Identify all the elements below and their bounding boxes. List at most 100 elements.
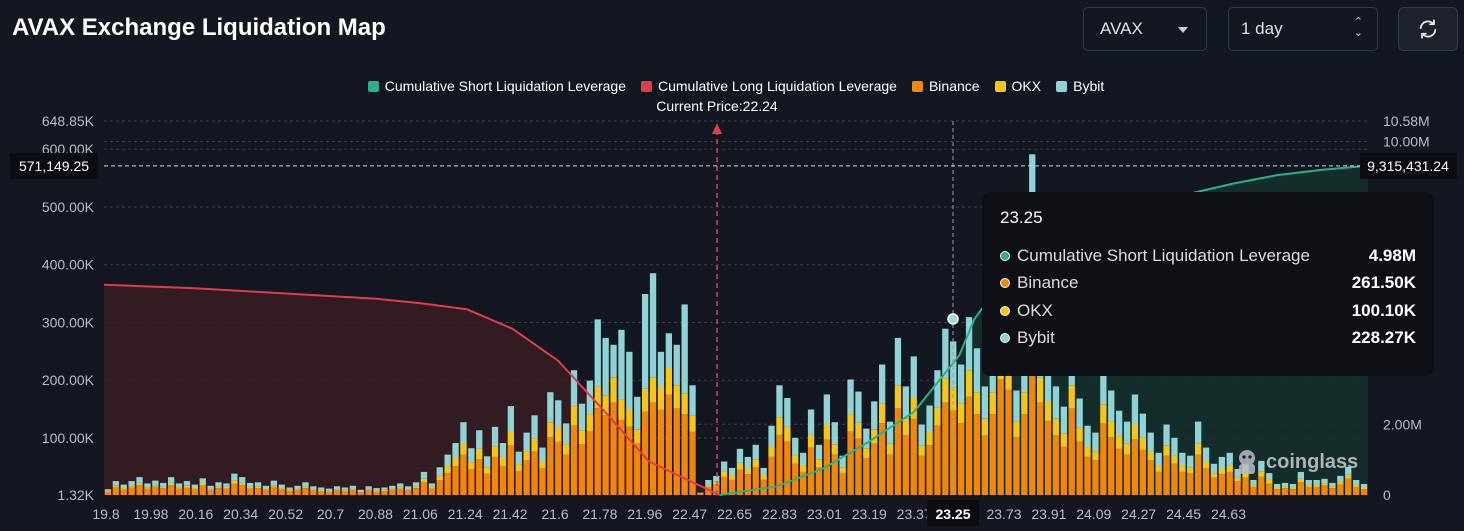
bar-binance[interactable]	[1345, 478, 1352, 495]
bar-binance[interactable]	[626, 426, 633, 495]
bar-bybit[interactable]	[1123, 421, 1131, 444]
bar-binance[interactable]	[405, 490, 412, 495]
bar-binance[interactable]	[199, 485, 206, 495]
bar-okx[interactable]	[950, 387, 957, 411]
bar-bybit[interactable]	[286, 487, 293, 490]
bar-binance[interactable]	[705, 486, 712, 495]
bar-okx[interactable]	[1139, 437, 1146, 450]
bar-binance[interactable]	[1289, 489, 1297, 495]
bar-bybit[interactable]	[1202, 447, 1210, 462]
bar-binance[interactable]	[1155, 471, 1162, 495]
bar-binance[interactable]	[1242, 477, 1249, 495]
bar-binance[interactable]	[926, 445, 933, 495]
bar-bybit[interactable]	[531, 415, 538, 439]
bar-bybit[interactable]	[428, 483, 435, 487]
bar-bybit[interactable]	[199, 478, 206, 484]
bar-okx[interactable]	[697, 493, 704, 494]
bar-binance[interactable]	[1234, 481, 1241, 495]
bar-binance[interactable]	[207, 489, 214, 495]
bar-binance[interactable]	[278, 489, 285, 495]
bar-bybit[interactable]	[1281, 482, 1289, 487]
bar-binance[interactable]	[1131, 439, 1139, 495]
bar-okx[interactable]	[665, 367, 672, 395]
bar-okx[interactable]	[1179, 465, 1186, 472]
bar-bybit[interactable]	[807, 409, 815, 435]
bar-binance[interactable]	[942, 402, 949, 495]
bar-okx[interactable]	[1218, 468, 1225, 475]
bar-binance[interactable]	[1353, 486, 1360, 495]
bar-bybit[interactable]	[381, 487, 388, 490]
bar-bybit[interactable]	[689, 385, 696, 416]
bar-bybit[interactable]	[168, 477, 175, 483]
bar-binance[interactable]	[570, 425, 578, 495]
bar-bybit[interactable]	[736, 448, 744, 463]
legend-item-long[interactable]: Cumulative Long Liquidation Leverage	[641, 78, 897, 94]
bar-bybit[interactable]	[420, 471, 428, 479]
bar-binance[interactable]	[128, 487, 135, 496]
bar-bybit[interactable]	[1060, 406, 1067, 434]
bar-okx[interactable]	[357, 491, 364, 493]
bar-bybit[interactable]	[563, 423, 570, 445]
bar-binance[interactable]	[657, 409, 665, 496]
bar-bybit[interactable]	[800, 452, 807, 466]
bar-bybit[interactable]	[310, 486, 317, 490]
bar-binance[interactable]	[215, 488, 222, 495]
bar-binance[interactable]	[247, 488, 254, 495]
bar-okx[interactable]	[239, 482, 246, 486]
bar-bybit[interactable]	[1234, 469, 1241, 478]
bar-bybit[interactable]	[1100, 366, 1107, 405]
bar-bybit[interactable]	[444, 454, 451, 467]
bar-okx[interactable]	[1305, 484, 1312, 487]
bar-okx[interactable]	[341, 489, 349, 491]
bar-bybit[interactable]	[1139, 413, 1146, 438]
bar-bybit[interactable]	[847, 379, 854, 415]
bar-binance[interactable]	[1116, 448, 1123, 495]
bar-bybit[interactable]	[1210, 463, 1218, 473]
bar-binance[interactable]	[420, 482, 428, 495]
bar-binance[interactable]	[1100, 423, 1107, 495]
bar-okx[interactable]	[389, 488, 396, 490]
bar-bybit[interactable]	[1337, 475, 1344, 482]
bar-binance[interactable]	[310, 490, 317, 495]
bar-okx[interactable]	[673, 385, 680, 409]
bar-okx[interactable]	[294, 488, 301, 490]
bar-binance[interactable]	[752, 467, 759, 495]
bar-bybit[interactable]	[839, 455, 846, 468]
bar-okx[interactable]	[1021, 392, 1028, 415]
bar-binance[interactable]	[1195, 454, 1202, 495]
bar-bybit[interactable]	[626, 351, 633, 410]
bar-okx[interactable]	[373, 490, 380, 492]
bar-binance[interactable]	[602, 415, 609, 495]
bar-okx[interactable]	[989, 392, 996, 415]
bar-binance[interactable]	[863, 458, 870, 495]
bar-binance[interactable]	[239, 485, 246, 495]
bar-okx[interactable]	[523, 451, 530, 461]
bar-bybit[interactable]	[1155, 452, 1162, 466]
bar-binance[interactable]	[1084, 456, 1091, 495]
bar-binance[interactable]	[784, 441, 791, 495]
bar-bybit[interactable]	[507, 406, 514, 432]
bar-okx[interactable]	[1147, 451, 1154, 461]
bar-bybit[interactable]	[373, 488, 380, 491]
bar-binance[interactable]	[191, 489, 198, 495]
bar-okx[interactable]	[602, 395, 609, 416]
bar-binance[interactable]	[1147, 460, 1154, 495]
bar-okx[interactable]	[1202, 461, 1210, 469]
bar-bybit[interactable]	[713, 475, 720, 482]
bar-bybit[interactable]	[1353, 480, 1360, 485]
bar-bybit[interactable]	[634, 396, 641, 430]
bar-okx[interactable]	[1037, 377, 1044, 403]
bar-bybit[interactable]	[270, 480, 277, 486]
bar-binance[interactable]	[594, 408, 601, 495]
bar-binance[interactable]	[839, 473, 846, 495]
bar-binance[interactable]	[973, 414, 981, 495]
bar-bybit[interactable]	[262, 485, 270, 489]
bar-bybit[interactable]	[302, 482, 309, 487]
bar-binance[interactable]	[381, 491, 388, 495]
coin-select[interactable]: AVAX	[1083, 7, 1207, 51]
bar-okx[interactable]	[1060, 433, 1067, 447]
bar-okx[interactable]	[397, 486, 404, 489]
bar-okx[interactable]	[112, 485, 119, 487]
bar-okx[interactable]	[926, 432, 933, 446]
bar-bybit[interactable]	[942, 328, 949, 379]
